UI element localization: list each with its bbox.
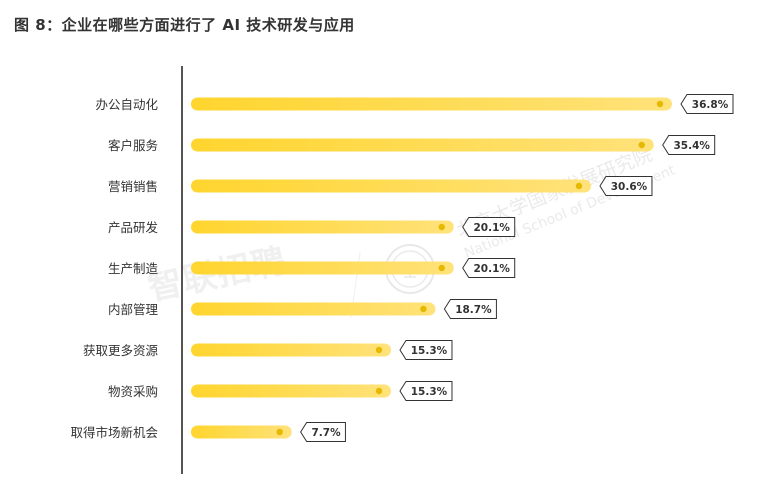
bar [191,97,672,111]
bar-end-dot [420,305,427,313]
value-tag [399,340,453,360]
value-label: 30.6% [611,181,648,193]
bar [191,425,292,439]
bar-row: 内部管理 18.7% [108,299,497,319]
value-tag [300,422,346,442]
value-tag [599,176,653,196]
value-label: 36.8% [692,99,729,111]
category-label: 生产制造 [108,261,159,276]
value-label: 18.7% [455,304,492,316]
bar-end-dot [276,428,283,436]
category-label: 办公自动化 [95,97,158,112]
category-label: 客户服务 [108,138,158,153]
bar-row: 获取更多资源 15.3% [83,340,453,360]
value-label: 20.1% [474,222,511,234]
value-label: 35.4% [673,140,710,152]
category-label: 获取更多资源 [83,343,159,358]
category-label: 物资采购 [108,384,158,399]
value-label: 20.1% [474,263,511,275]
bar [191,343,391,357]
value-label: 7.7% [311,427,341,439]
bar [191,261,454,275]
bar-end-dot [375,387,383,395]
bar-end-dot [375,346,383,354]
bar [191,179,591,193]
value-label: 15.3% [411,386,448,398]
value-tag [462,258,516,278]
bar-row: 取得市场新机会 7.7% [70,422,346,442]
bar-end-dot [656,100,664,108]
category-label: 内部管理 [108,302,159,317]
bar [191,302,436,316]
category-label: 营销销售 [108,179,158,194]
bar [191,220,454,234]
value-tag [462,217,516,237]
category-label: 取得市场新机会 [70,425,158,440]
value-label: 15.3% [411,345,448,357]
bar-row: 办公自动化 36.8% [95,94,734,114]
bar-end-dot [638,141,645,149]
bar-end-dot [575,182,583,190]
bar [191,384,391,398]
bar-end-dot [438,264,445,272]
bar [191,138,654,152]
bar-end-dot [438,223,445,231]
value-tag [662,135,716,155]
bar-row: 生产制造 20.1% [108,258,516,278]
bar-row: 营销销售 30.6% [108,176,653,196]
category-label: 产品研发 [108,220,159,235]
bar-row: 客户服务 35.4% [108,135,716,155]
bar-row: 物资采购 15.3% [108,381,453,401]
bar-row: 产品研发 20.1% [108,217,516,237]
value-tag [680,94,734,114]
value-tag [443,299,497,319]
chart-title: 图 8：企业在哪些方面进行了 AI 技术研发与应用 [14,16,355,34]
value-tag [399,381,453,401]
